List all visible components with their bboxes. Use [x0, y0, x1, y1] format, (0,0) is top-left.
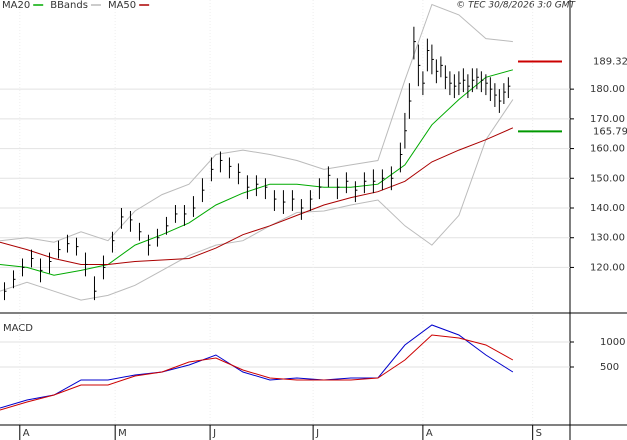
- macd-title: MACD: [3, 323, 33, 334]
- macd-line: [0, 324, 514, 409]
- y-tick-label: 130.00: [590, 233, 625, 244]
- y-tick-label: 120.00: [590, 262, 625, 273]
- y-tick-label: 180.00: [590, 84, 625, 95]
- legend-label: BBands: [50, 0, 88, 11]
- legend-label: MA50: [108, 0, 136, 11]
- y-tick-label: 170.00: [590, 114, 625, 125]
- band-upper: [0, 3, 513, 243]
- level-label: 165.79: [593, 126, 627, 137]
- x-tick-label: A: [23, 428, 30, 439]
- y-tick-label: 1000: [600, 337, 625, 348]
- date-stamp: © TEC 30/8/2026 3:0 GMT: [456, 1, 576, 11]
- x-tick-label: A: [426, 428, 433, 439]
- legend-label: MA20: [2, 0, 30, 11]
- y-tick-label: 150.00: [590, 173, 625, 184]
- macd-line: [0, 334, 514, 411]
- y-tick-label: 140.00: [590, 203, 625, 214]
- x-tick-label: J: [315, 428, 319, 439]
- band-lower: [0, 99, 514, 301]
- x-tick-label: J: [212, 428, 216, 439]
- x-tick-label: M: [118, 428, 127, 439]
- y-tick-label: 500: [600, 362, 619, 373]
- x-tick-label: S: [536, 428, 542, 439]
- y-tick-label: 160.00: [590, 144, 625, 155]
- level-label: 189.32: [593, 56, 627, 67]
